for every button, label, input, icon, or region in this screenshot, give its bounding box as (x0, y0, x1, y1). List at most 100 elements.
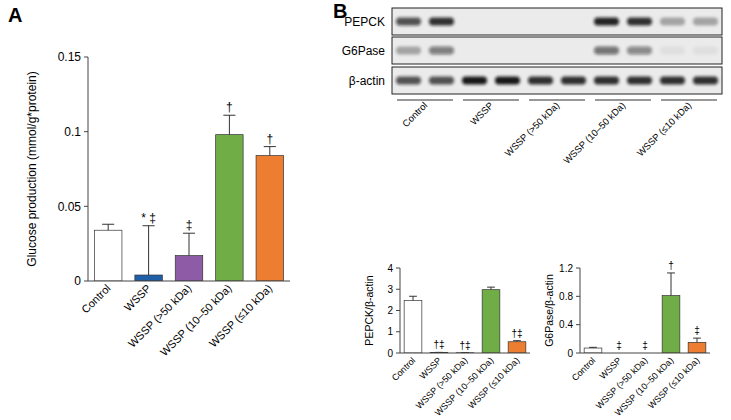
error-bar (143, 226, 155, 275)
y-tick-label: 2 (387, 305, 393, 316)
y-tick-label: 0.8 (559, 291, 573, 302)
y-tick-label: 0.15 (58, 50, 82, 64)
y-tick (576, 353, 580, 354)
error-bar (667, 273, 675, 296)
blot-band (594, 47, 619, 55)
error-bar (589, 347, 597, 349)
blot-band (495, 47, 520, 55)
blot-band (528, 18, 553, 26)
x-axis (400, 353, 530, 354)
blot-band (528, 47, 553, 55)
blot-band (429, 18, 454, 26)
y-tick-label: 0.4 (559, 319, 573, 330)
blot-band (462, 47, 487, 55)
error-cap (183, 233, 195, 234)
category-label: Control (570, 355, 598, 383)
category-label: Control (390, 355, 418, 383)
y-tick-label: 0.1 (64, 125, 81, 139)
error-line (229, 115, 230, 134)
error-line (108, 224, 109, 230)
significance: † (266, 132, 273, 146)
y-tick (84, 131, 88, 132)
y-axis-label: PEPCK/β-actin (363, 275, 375, 345)
blot-band (396, 47, 421, 55)
y-tick (396, 268, 400, 269)
error-cap (589, 347, 597, 348)
blot-band (561, 47, 586, 55)
bar (662, 296, 680, 353)
blot-band (561, 18, 586, 26)
blot-row-label: G6Pase (342, 44, 386, 58)
blot-band (396, 18, 421, 26)
y-tick (576, 324, 580, 325)
y-axis-label: G6Pase/β-actin (543, 274, 555, 347)
lane-label: WSSP (≤10 kDa) (635, 100, 694, 159)
significance: † (226, 100, 233, 114)
y-tick-label: 0 (74, 274, 81, 288)
y-tick (396, 353, 400, 354)
blot-band (627, 47, 652, 55)
y-tick (84, 281, 88, 282)
blot-band (627, 18, 652, 26)
bar (404, 301, 422, 353)
y-tick-label: 0.05 (58, 200, 82, 214)
error-cap (223, 115, 235, 116)
blot-band (429, 47, 454, 55)
blot-band (561, 77, 586, 85)
blot-band (462, 77, 487, 85)
significance: ‡ (642, 340, 648, 351)
blot-band (660, 77, 685, 85)
blot-strip (392, 37, 722, 64)
bar (508, 342, 526, 353)
significance: ‡ (616, 340, 622, 351)
significance: ‡ (694, 325, 700, 336)
y-axis (88, 57, 89, 281)
bar (688, 342, 706, 353)
plot-area (584, 273, 706, 353)
lane-label: WSSP (>50 kDa) (502, 100, 561, 159)
y-tick-label: 0 (567, 348, 573, 359)
blot-band (693, 77, 718, 85)
error-cap (143, 225, 155, 226)
blot-band (495, 77, 520, 85)
lane-label: WSSP (468, 100, 496, 128)
blot-band (627, 77, 652, 85)
error-bar (487, 287, 495, 290)
error-bar (693, 338, 701, 342)
blot-strip (392, 67, 722, 94)
blot-band (660, 18, 685, 26)
error-bar (264, 147, 276, 156)
y-tick-label: 0 (387, 348, 393, 359)
blot-band (693, 47, 718, 55)
y-tick (576, 268, 580, 269)
error-cap (513, 340, 521, 341)
bar (482, 290, 500, 353)
error-line (671, 273, 672, 296)
panel-label: A (8, 4, 22, 26)
bar (256, 156, 283, 281)
blot-strip (392, 8, 722, 35)
plot-area (94, 115, 283, 281)
lane-group-line (397, 100, 453, 101)
lane-label: Control (400, 100, 429, 129)
y-tick (576, 296, 580, 297)
error-bar (513, 341, 521, 342)
error-bar (223, 115, 235, 134)
y-axis-label: Glucose production (mmol/g*protein) (25, 71, 39, 266)
y-tick (396, 310, 400, 311)
lane-group-line (529, 100, 585, 101)
error-line (148, 226, 149, 275)
error-cap (102, 224, 114, 225)
error-line (697, 338, 698, 342)
error-cap (667, 272, 675, 273)
category-label: WSSP (≤10 kDa) (207, 282, 275, 350)
significance: †‡ (459, 340, 470, 351)
category-label: WSSP (122, 282, 153, 313)
error-cap (693, 338, 701, 339)
error-bar (183, 233, 195, 255)
error-bar (409, 296, 417, 300)
category-label: Control (79, 282, 113, 316)
y-tick (396, 331, 400, 332)
category-label: WSSP (≤10 kDa) (646, 355, 701, 410)
bar (584, 348, 602, 353)
